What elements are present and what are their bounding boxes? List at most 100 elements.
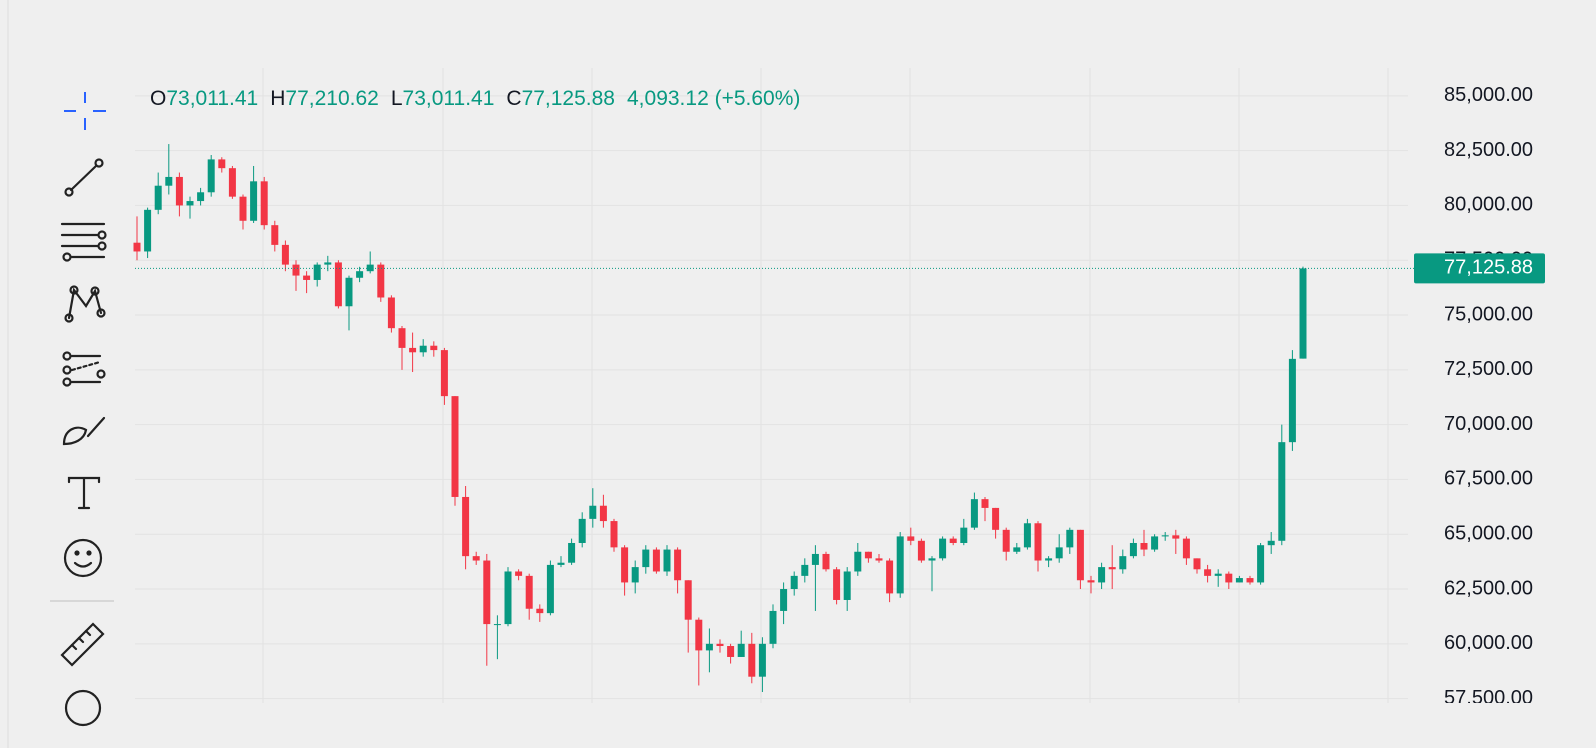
candle-body: [960, 527, 968, 543]
trend-line-tool[interactable]: [64, 158, 104, 197]
y-tick-label: 70,000.00: [1444, 413, 1533, 435]
ohlc-legend: O73,011.41 H77,210.62 L73,011.41 C77,125.88…: [150, 87, 800, 110]
candle-body: [228, 168, 236, 197]
candle-body: [1076, 529, 1084, 581]
candle-body: [610, 521, 618, 548]
candle-body: [515, 571, 523, 576]
candle-body: [695, 619, 703, 651]
candle-body: [260, 181, 268, 226]
emoji-tool[interactable]: [63, 538, 103, 578]
y-tick-label: 85,000.00: [1444, 84, 1533, 106]
candle-body: [440, 350, 448, 397]
candle-body: [324, 262, 332, 265]
candle-body: [419, 345, 427, 353]
candle-body: [949, 538, 957, 543]
last-price-label: 77,125.88: [1444, 257, 1533, 279]
candle-body: [769, 610, 777, 644]
candle-body: [917, 540, 925, 561]
candle-body: [1257, 545, 1265, 583]
candle-body: [1013, 547, 1021, 552]
candle-body: [1151, 536, 1159, 550]
y-tick-label: 57,500.00: [1444, 687, 1533, 709]
candle-body: [303, 275, 311, 280]
candle-body: [780, 589, 788, 611]
pattern-tool[interactable]: [64, 285, 106, 323]
candle-body: [843, 571, 851, 600]
candle-body: [1193, 558, 1201, 570]
prediction-tool[interactable]: [62, 351, 106, 387]
candle-body: [1023, 523, 1031, 548]
last-price-box: [1414, 253, 1545, 284]
candle-body: [504, 571, 512, 625]
candle-body: [875, 558, 883, 561]
candle-body: [674, 549, 682, 581]
candle-body: [599, 505, 607, 522]
candle-body: [1278, 442, 1286, 541]
toolbar: [50, 92, 114, 727]
zoom-tool[interactable]: [64, 689, 102, 727]
candle-body: [1119, 556, 1127, 570]
candle-body: [1267, 540, 1275, 546]
candle-body: [1140, 542, 1148, 550]
candle-body: [525, 575, 533, 609]
brush-tool[interactable]: [62, 416, 106, 446]
candle-body: [981, 499, 989, 508]
low-value: 73,011.41: [403, 87, 495, 110]
open-label: O: [150, 87, 166, 110]
candle-body: [758, 643, 766, 677]
candle-body: [144, 209, 152, 252]
candle-body: [727, 646, 735, 657]
fib-tool[interactable]: [60, 222, 107, 262]
candle-body: [705, 643, 713, 651]
candles: [133, 144, 1307, 693]
y-tick-label: 82,500.00: [1444, 139, 1533, 161]
candle-body: [356, 271, 364, 278]
high-value: 77,210.62: [285, 87, 378, 110]
candle-body: [366, 264, 374, 272]
candle-body: [1214, 573, 1222, 576]
candle-body: [207, 159, 215, 193]
candle-body: [568, 542, 576, 563]
candle-body: [186, 201, 194, 206]
candle-body: [811, 553, 819, 565]
candle-body: [684, 580, 692, 620]
ruler-tool[interactable]: [60, 622, 105, 667]
candle-body: [907, 536, 915, 541]
candle-body: [1129, 542, 1137, 557]
candle-body: [716, 643, 724, 647]
candle-body: [313, 264, 321, 280]
candle-body: [854, 551, 862, 572]
candle-body: [652, 549, 660, 572]
vertical-grid: [262, 68, 1389, 703]
y-tick-label: 62,500.00: [1444, 577, 1533, 599]
high-label: H: [270, 87, 285, 110]
candle-body: [1066, 529, 1074, 548]
candle-body: [663, 549, 671, 572]
candle-body: [451, 396, 459, 497]
candle-body: [292, 264, 300, 276]
candle-body: [970, 499, 978, 528]
crosshair-tool[interactable]: [64, 92, 106, 130]
candle-body: [631, 567, 639, 583]
y-tick-label: 75,000.00: [1444, 303, 1533, 325]
candle-body: [833, 569, 841, 600]
open-value: 73,011.41: [166, 87, 258, 110]
text-tool[interactable]: [67, 476, 101, 510]
candle-body: [1235, 578, 1243, 583]
candle-body: [864, 551, 872, 559]
candle-body: [175, 176, 183, 206]
candle-body: [536, 608, 544, 614]
candle-body: [1087, 580, 1095, 583]
candle-body: [1002, 529, 1010, 552]
candle-body: [430, 345, 438, 351]
y-tick-label: 67,500.00: [1444, 468, 1533, 490]
candle-body: [483, 560, 491, 625]
candle-body: [462, 496, 470, 557]
candle-body: [387, 297, 395, 329]
low-label: L: [391, 87, 403, 110]
y-tick-label: 60,000.00: [1444, 632, 1533, 654]
candle-body: [197, 192, 205, 202]
candle-body: [928, 558, 936, 561]
candle-body: [218, 159, 226, 169]
